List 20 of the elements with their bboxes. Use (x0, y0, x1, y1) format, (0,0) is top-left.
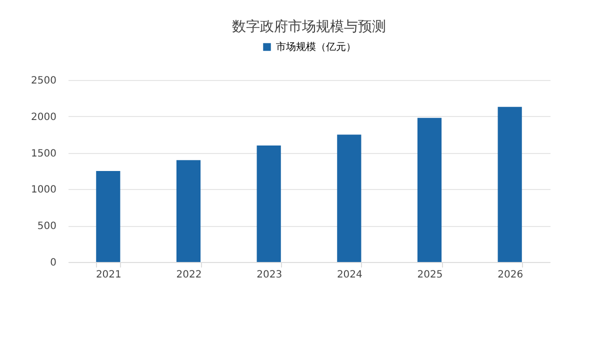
bar (337, 134, 362, 262)
y-tick-label: 2000 (31, 112, 56, 123)
x-tick-label: 2021 (96, 270, 122, 280)
bar (176, 160, 201, 262)
x-tick-label: 2022 (176, 270, 202, 280)
chart-title: 数字政府市场规模与预测 (232, 19, 386, 35)
bar (256, 146, 281, 262)
legend-label: 市场规模（亿元） (276, 41, 356, 53)
y-tick-label: 1000 (31, 184, 56, 196)
bar (96, 171, 120, 262)
x-tick-label: 2023 (256, 270, 282, 280)
x-tick-label: 2025 (417, 270, 443, 280)
bar (417, 118, 442, 262)
y-tick-label: 0 (50, 258, 56, 268)
y-tick-label: 2500 (31, 76, 56, 86)
y-tick-label: 500 (37, 221, 56, 232)
y-tick-label: 1500 (31, 148, 56, 160)
x-tick-label: 2024 (336, 270, 362, 280)
x-tick-label: 2026 (498, 270, 524, 280)
bar (498, 106, 522, 262)
